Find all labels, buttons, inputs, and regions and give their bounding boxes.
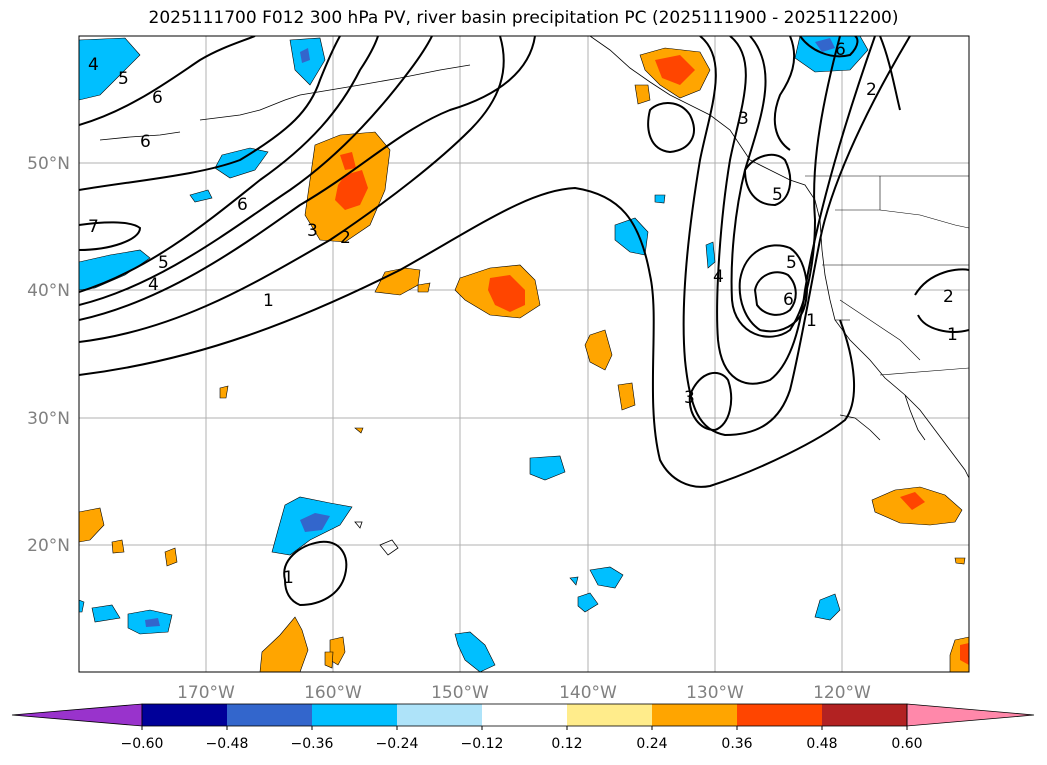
contour-label: 1 xyxy=(947,325,958,345)
contour-label: 4 xyxy=(148,275,159,295)
colorbar-tick-label: −0.48 xyxy=(206,736,249,752)
colorbar-tick-label: −0.60 xyxy=(121,736,164,752)
pv-contours xyxy=(79,36,969,607)
contour-label: 6 xyxy=(140,132,151,152)
contour-label: 6 xyxy=(783,290,794,310)
contour-label: 1 xyxy=(283,568,294,588)
colorbar-tick-label: 0.60 xyxy=(891,736,922,752)
contour-label: 6 xyxy=(835,40,846,60)
colorbar-segment xyxy=(142,704,227,726)
contour-labels: 4 5 6 6 7 6 3 2 5 4 1 3 5 4 6 5 3 1 2 1 … xyxy=(88,40,958,588)
contour-label: 1 xyxy=(806,311,817,331)
colorbar-tick-label: −0.24 xyxy=(376,736,419,752)
lat-tick: 50°N xyxy=(27,154,70,174)
lon-tick: 150°W xyxy=(431,683,489,703)
colorbar-tick-label: 0.36 xyxy=(721,736,752,752)
contour-label: 6 xyxy=(237,195,248,215)
map-title: 2025111700 F012 300 hPa PV, river basin … xyxy=(148,8,899,28)
contour-label: 2 xyxy=(943,287,954,307)
colorbar-segment xyxy=(737,704,822,726)
latitude-ticks: 50°N 40°N 30°N 20°N xyxy=(27,154,70,556)
contour-label: 5 xyxy=(158,253,169,273)
lat-tick: 40°N xyxy=(27,281,70,301)
longitude-ticks: 170°W 160°W 150°W 140°W 130°W 120°W xyxy=(177,683,871,703)
colorbar-segment xyxy=(397,704,482,726)
contour-label: 3 xyxy=(684,388,695,408)
contour-label: 3 xyxy=(738,109,749,129)
colorbar-segment xyxy=(312,704,397,726)
colorbar-segment xyxy=(482,704,567,726)
colorbar-tick-label: −0.12 xyxy=(461,736,504,752)
contour-label: 7 xyxy=(88,217,99,237)
political-borders xyxy=(805,175,969,376)
gridlines xyxy=(79,36,969,672)
contour-label: 5 xyxy=(772,185,783,205)
colorbar-tick-label: 0.48 xyxy=(806,736,837,752)
colorbar-extend-low xyxy=(11,703,143,727)
colorbar-segment xyxy=(652,704,737,726)
negative-pc-strong xyxy=(145,38,835,627)
lon-tick: 140°W xyxy=(559,683,617,703)
contour-label: 4 xyxy=(88,55,99,75)
colorbar-segment xyxy=(567,704,652,726)
lon-tick: 120°W xyxy=(813,683,871,703)
positive-pc-patches xyxy=(79,47,969,672)
colorbar-tick-label: 0.12 xyxy=(551,736,582,752)
contour-label: 5 xyxy=(786,253,797,273)
negative-pc-patches xyxy=(79,36,869,672)
contour-label: 2 xyxy=(866,80,877,100)
contour-label: 2 xyxy=(340,228,351,248)
colorbar-tick-label: −0.36 xyxy=(291,736,334,752)
contour-label: 1 xyxy=(263,291,274,311)
colorbar: −0.60 −0.48 −0.36 −0.24 −0.12 0.12 0.24 0.36 0.4… xyxy=(11,703,1035,752)
contour-label: 6 xyxy=(152,88,163,108)
lat-tick: 20°N xyxy=(27,536,70,556)
contour-label: 4 xyxy=(713,267,724,287)
colorbar-extend-high xyxy=(906,703,1035,727)
lon-tick: 130°W xyxy=(686,683,744,703)
colorbar-segment xyxy=(822,704,907,726)
colorbar-segment xyxy=(227,704,312,726)
lon-tick: 170°W xyxy=(177,683,235,703)
lat-tick: 30°N xyxy=(27,409,70,429)
colorbar-tick-label: 0.24 xyxy=(636,736,667,752)
contour-label: 5 xyxy=(118,69,129,89)
positive-pc-strong xyxy=(335,55,969,665)
lon-tick: 160°W xyxy=(304,683,362,703)
contour-label: 3 xyxy=(307,221,318,241)
map-frame xyxy=(78,35,970,673)
